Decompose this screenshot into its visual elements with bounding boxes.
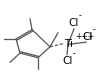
- Text: Cl: Cl: [63, 56, 73, 66]
- Text: -: -: [79, 11, 82, 20]
- Text: +++: +++: [75, 32, 94, 41]
- Text: Cl: Cl: [83, 32, 93, 42]
- Text: Cl: Cl: [69, 18, 79, 28]
- Text: Ti: Ti: [64, 39, 72, 49]
- Text: -: -: [73, 49, 76, 58]
- Text: -: -: [93, 26, 96, 34]
